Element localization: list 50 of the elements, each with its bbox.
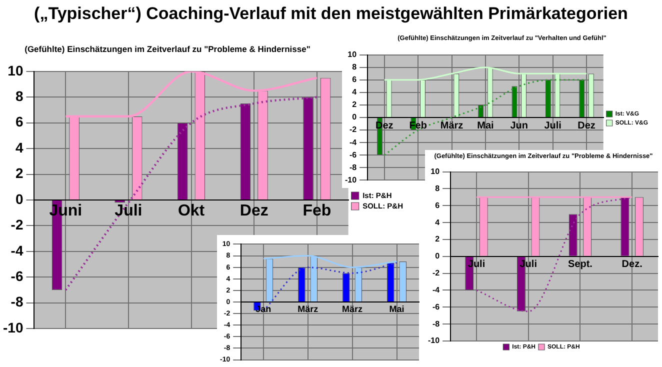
x-tick-label: Juli	[544, 120, 562, 132]
y-tick-label: 6	[15, 114, 24, 130]
y-tick-label: 6	[352, 75, 358, 84]
y-tick-label: 4	[15, 139, 24, 156]
y-tick-label: 2	[15, 165, 24, 182]
y-tick-label: -4	[432, 285, 440, 294]
y-tick-label: 0	[435, 252, 440, 261]
chart-title: („Typischer“) Coaching-Verlauf mit den meistgewählten Primärkategorien	[33, 4, 629, 24]
y-tick-label: 4	[435, 218, 440, 227]
x-tick-label: Feb	[302, 202, 332, 220]
y-tick-label: -4	[349, 138, 358, 147]
x-tick-label: März	[298, 304, 319, 314]
x-tick-label: Sept.	[568, 259, 593, 270]
x-tick-label: Juli	[114, 202, 142, 220]
y-tick-label: 10	[348, 50, 358, 60]
x-tick-label: Mai	[389, 304, 404, 314]
x-tick-label: Okt	[178, 202, 206, 220]
x-tick-label: Jun	[510, 120, 528, 132]
x-tick-label: Dez.	[622, 259, 643, 270]
x-tick-label: Jan	[256, 304, 272, 314]
y-tick-label: -10	[428, 336, 440, 346]
y-tick-label: -6	[432, 302, 440, 312]
y-tick-label: -10	[3, 319, 24, 336]
y-tick-label: -8	[432, 319, 440, 328]
x-tick-label: Mai	[477, 120, 494, 132]
y-tick-label: 0	[352, 112, 358, 122]
x-tick-label: März	[440, 120, 464, 132]
y-tick-label: 4	[352, 88, 358, 97]
x-tick-label: Dez	[240, 202, 268, 220]
y-tick-label: 6	[435, 200, 440, 210]
y-tick-label: 2	[352, 100, 358, 110]
y-tick-label: -2	[432, 268, 440, 278]
y-tick-label: 0	[15, 190, 24, 207]
x-tick-label: Dez	[578, 120, 596, 132]
y-tick-label: 10	[430, 167, 440, 176]
y-tick-label: 8	[435, 184, 440, 193]
y-tick-label: -6	[349, 150, 358, 160]
y-tick-label: 2	[435, 234, 440, 244]
chart-subtitle: (Gefühlte) Einschätzungen im Zeitverlauf zu "Probleme & Hindernisse"	[24, 44, 312, 54]
y-tick-label: 8	[352, 62, 358, 72]
y-tick-label: -6	[10, 268, 24, 284]
y-tick-label: -8	[349, 162, 358, 172]
y-tick-label: -2	[349, 125, 358, 134]
y-tick-label: -8	[10, 294, 24, 310]
y-tick-label: -4	[10, 242, 24, 258]
y-tick-label: -2	[10, 216, 24, 233]
y-tick-label: -10	[345, 175, 358, 184]
x-tick-label: März	[342, 304, 364, 314]
y-tick-label: 10	[8, 62, 24, 78]
y-tick-label: 8	[15, 88, 24, 104]
